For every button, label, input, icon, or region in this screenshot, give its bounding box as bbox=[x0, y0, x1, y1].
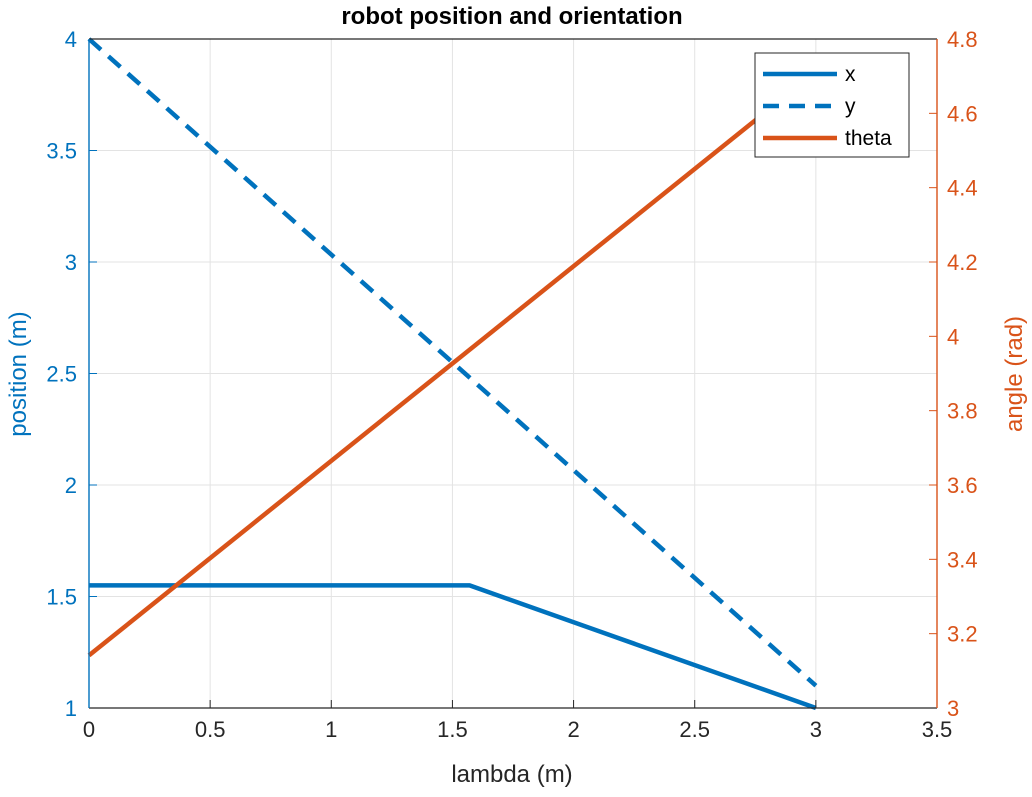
x-tick-label: 1.5 bbox=[437, 717, 468, 742]
series-line-x bbox=[89, 583, 817, 711]
y-left-tick-label: 1 bbox=[65, 696, 77, 721]
y-right-tick-label: 4.4 bbox=[947, 176, 978, 201]
y-left-tick-label: 1.5 bbox=[46, 585, 77, 610]
series-line-y bbox=[87, 37, 818, 688]
y-right-tick-label: 4.2 bbox=[947, 250, 978, 275]
y-right-axis-label: angle (rad) bbox=[1001, 316, 1028, 432]
chart-title: robot position and orientation bbox=[341, 3, 682, 30]
x-tick-label: 2 bbox=[567, 717, 579, 742]
y-left-tick-label: 3 bbox=[65, 250, 77, 275]
x-axis-label: lambda (m) bbox=[451, 761, 572, 788]
y-right-tick-label: 3.8 bbox=[947, 399, 978, 424]
x-tick-label: 2.5 bbox=[679, 717, 710, 742]
y-right-tick-label: 4 bbox=[947, 324, 959, 349]
legend: xy theta bbox=[754, 52, 910, 158]
y-right-tick-label: 3.4 bbox=[947, 547, 978, 572]
x-tick-label: 1 bbox=[325, 717, 337, 742]
y-left-tick-label: 4 bbox=[65, 27, 77, 52]
y-right-tick-label: 3 bbox=[947, 696, 959, 721]
x-tick-label: 3 bbox=[810, 717, 822, 742]
y-left-axis-label: position (m) bbox=[5, 311, 32, 436]
legend-label-theta: theta bbox=[845, 127, 892, 150]
y-left-tick-label: 2 bbox=[65, 473, 77, 498]
series-layer bbox=[87, 37, 818, 711]
y-right-tick-label: 3.2 bbox=[947, 622, 978, 647]
y-left-tick-label: 3.5 bbox=[46, 139, 77, 164]
x-tick-label: 0 bbox=[83, 717, 95, 742]
y-right-tick-label: 4.6 bbox=[947, 101, 978, 126]
x-tick-label: 3.5 bbox=[922, 717, 953, 742]
legend-label-y: y bbox=[845, 95, 856, 118]
y-right-tick-label: 4.8 bbox=[947, 27, 978, 52]
legend-label-x: x bbox=[845, 63, 856, 86]
y-left-tick-label: 2.5 bbox=[46, 362, 77, 387]
x-tick-label: 0.5 bbox=[195, 717, 226, 742]
axes: 0 0.5 1 1.5 2 2.5 3 3.511.522.533.5433.23.43.63… bbox=[46, 27, 977, 742]
series-line-theta bbox=[87, 69, 818, 658]
y-right-tick-label: 3.6 bbox=[947, 473, 978, 498]
